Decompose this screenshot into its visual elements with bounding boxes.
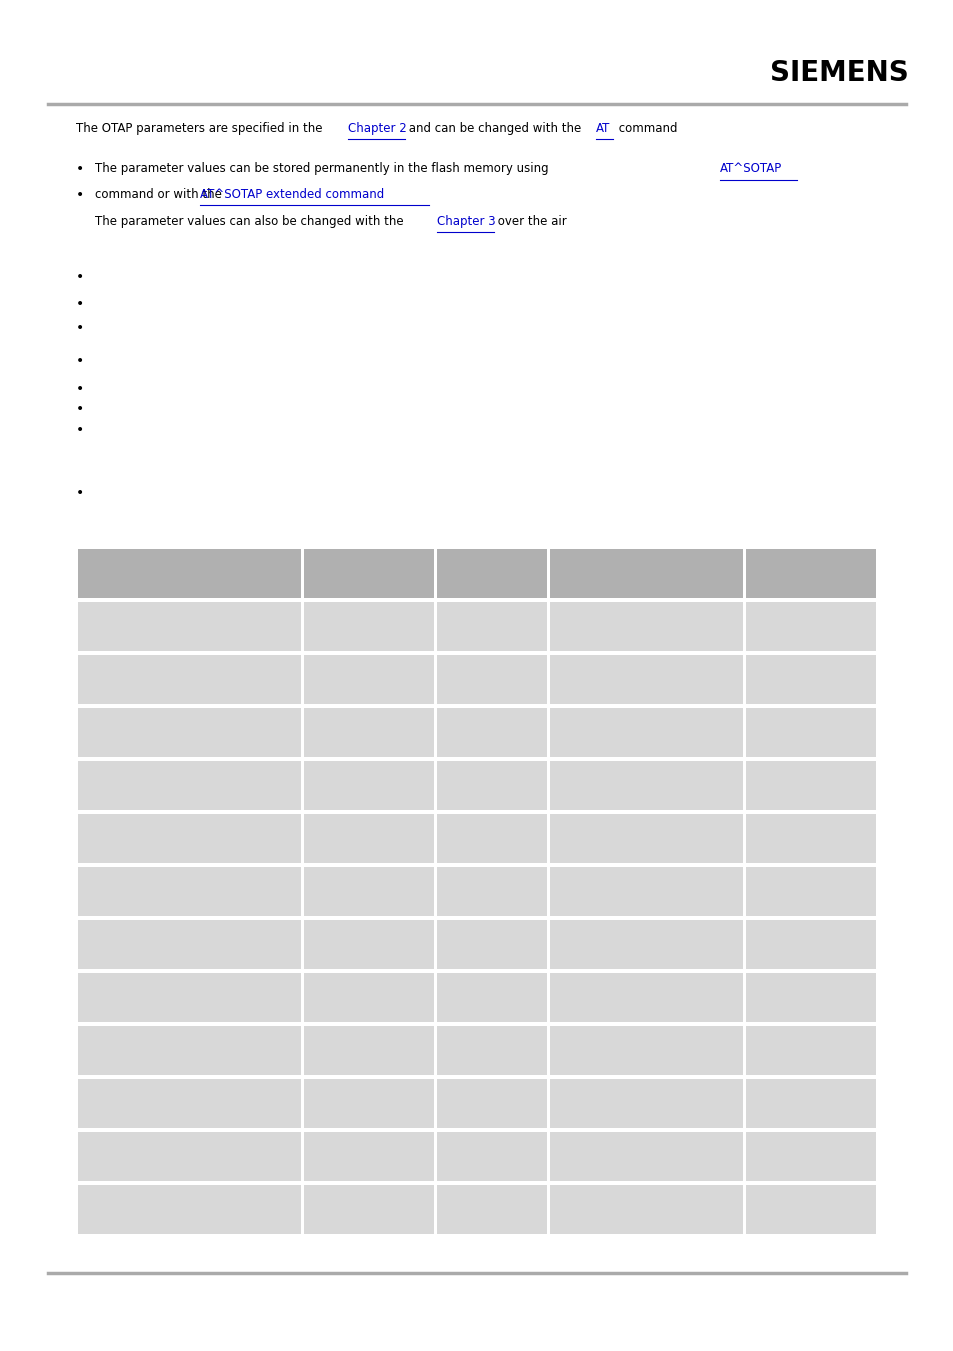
Bar [550, 655, 741, 704]
Bar [303, 550, 434, 598]
Bar [436, 1185, 547, 1235]
Bar [303, 1185, 434, 1235]
Bar [303, 1132, 434, 1181]
Bar [436, 815, 547, 863]
Bar [550, 973, 741, 1023]
Bar [78, 1079, 300, 1128]
Bar [303, 815, 434, 863]
Bar [78, 550, 300, 598]
Bar [436, 603, 547, 651]
Bar [78, 708, 300, 757]
Bar [436, 708, 547, 757]
Text: The parameter values can also be changed with the: The parameter values can also be changed… [95, 215, 407, 228]
Text: over the air: over the air [494, 215, 566, 228]
Bar [78, 973, 300, 1023]
Bar [303, 973, 434, 1023]
Bar [550, 867, 741, 916]
Bar [550, 761, 741, 811]
Bar [303, 708, 434, 757]
Bar [436, 867, 547, 916]
Bar [745, 867, 875, 916]
Bar [303, 867, 434, 916]
Text: •: • [76, 322, 85, 335]
Bar [550, 1027, 741, 1075]
Text: •: • [76, 423, 85, 436]
Bar [436, 655, 547, 704]
Bar [550, 1132, 741, 1181]
Bar [78, 1027, 300, 1075]
Bar [436, 1132, 547, 1181]
Bar [303, 655, 434, 704]
Bar [303, 920, 434, 969]
Bar [303, 761, 434, 811]
Bar [745, 761, 875, 811]
Bar [78, 655, 300, 704]
Bar [78, 603, 300, 651]
Bar [78, 1185, 300, 1235]
Bar [745, 815, 875, 863]
Bar [550, 1185, 741, 1235]
Bar [550, 603, 741, 651]
Bar [550, 550, 741, 598]
Bar [550, 1079, 741, 1128]
Bar [745, 1027, 875, 1075]
Bar [78, 867, 300, 916]
Bar [745, 920, 875, 969]
Bar [436, 973, 547, 1023]
Bar [436, 550, 547, 598]
Bar [78, 761, 300, 811]
Text: •: • [76, 270, 85, 284]
Text: AT^SOTAP: AT^SOTAP [720, 162, 781, 176]
Bar [78, 1132, 300, 1181]
Text: AT^SOTAP extended command: AT^SOTAP extended command [200, 188, 384, 201]
Bar [436, 920, 547, 969]
Text: The parameter values can be stored permanently in the flash memory using: The parameter values can be stored perma… [95, 162, 552, 176]
Bar [436, 761, 547, 811]
Text: The OTAP parameters are specified in the: The OTAP parameters are specified in the [76, 122, 326, 135]
Bar [303, 1079, 434, 1128]
Text: •: • [76, 162, 85, 176]
Text: command or with the: command or with the [95, 188, 226, 201]
Bar [745, 1185, 875, 1235]
Bar [550, 920, 741, 969]
Bar [745, 1079, 875, 1128]
Bar [550, 815, 741, 863]
Bar [303, 603, 434, 651]
Bar [745, 708, 875, 757]
Bar [745, 550, 875, 598]
Text: •: • [76, 188, 85, 201]
Text: •: • [76, 382, 85, 396]
Bar [78, 815, 300, 863]
Text: •: • [76, 486, 85, 500]
Text: SIEMENS: SIEMENS [769, 59, 908, 86]
Bar [745, 655, 875, 704]
Text: Chapter 2: Chapter 2 [348, 122, 407, 135]
Bar [745, 1132, 875, 1181]
Bar [436, 1079, 547, 1128]
Bar [78, 920, 300, 969]
Text: •: • [76, 354, 85, 367]
Text: Chapter 3: Chapter 3 [436, 215, 495, 228]
Bar [550, 708, 741, 757]
Text: AT: AT [596, 122, 610, 135]
Text: command: command [615, 122, 678, 135]
Bar [303, 1027, 434, 1075]
Bar [436, 1027, 547, 1075]
Text: •: • [76, 297, 85, 311]
Bar [745, 603, 875, 651]
Bar [745, 973, 875, 1023]
Text: and can be changed with the: and can be changed with the [405, 122, 585, 135]
Text: •: • [76, 403, 85, 416]
